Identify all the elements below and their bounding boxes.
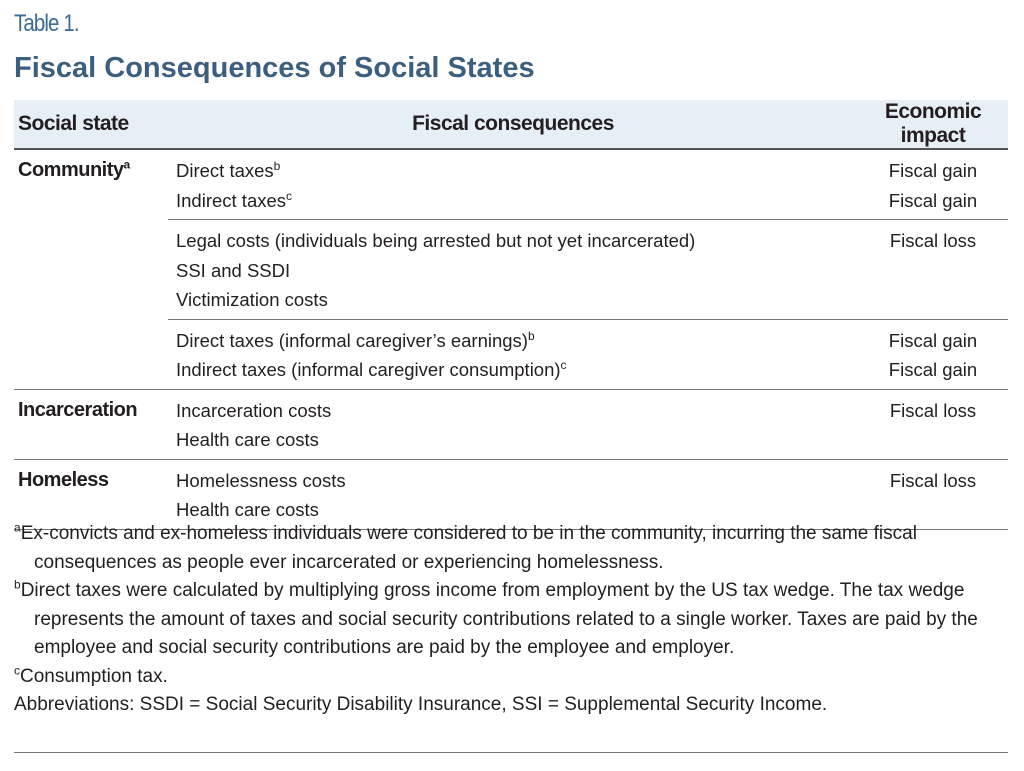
social-state-cell: Incarceration <box>14 388 168 459</box>
consequence-line: Incarceration costs <box>176 396 858 426</box>
table-row: Communitya Direct taxesb Indirect taxesc Fi… <box>14 149 1008 220</box>
impact-line: Fiscal gain <box>858 355 1008 385</box>
footnote-text: Direct taxes were calculated by multiply… <box>20 580 978 658</box>
impact: Fiscal gain <box>888 329 978 351</box>
impact-line: Fiscal loss <box>858 466 1008 496</box>
superscript: c <box>560 357 567 372</box>
table-title: Fiscal Consequences of Social States <box>14 52 535 84</box>
impact-line <box>858 285 1008 315</box>
social-state-cell: Communitya <box>14 149 168 389</box>
impact: Fiscal loss <box>889 469 977 491</box>
consequence-line: Direct taxesb <box>176 156 858 186</box>
social-state: Homeless <box>18 468 109 491</box>
table-row: Legal costs (individuals being arrested … <box>14 219 1008 319</box>
superscript: b <box>273 158 281 173</box>
consequence: Victimization costs <box>176 289 328 310</box>
table: Social state Fiscal consequences Economi… <box>14 100 1008 530</box>
footnote: bDirect taxes were calculated by multipl… <box>14 577 1008 663</box>
footnote: aEx-convicts and ex-homeless individuals… <box>14 520 1008 577</box>
impact-line: Fiscal gain <box>858 186 1008 216</box>
consequence: Homelessness costs <box>176 469 346 491</box>
consequence: Direct taxes (informal caregiver’s earni… <box>176 329 528 351</box>
impact: Fiscal loss <box>889 399 977 421</box>
superscript: a <box>123 157 131 172</box>
impact-cell: Fiscal loss <box>858 388 1008 459</box>
consequence: Health care costs <box>176 429 319 450</box>
consequence: Incarceration costs <box>176 399 332 421</box>
social-state: Incarceration <box>18 398 138 421</box>
superscript: c <box>286 188 293 203</box>
impact-line: Fiscal gain <box>858 326 1008 356</box>
bottom-rule <box>14 752 1008 753</box>
column-header: Social state <box>14 100 168 150</box>
social-state: Community <box>18 159 124 181</box>
consequence: Legal costs (individuals being arrested … <box>176 230 696 251</box>
consequences-cell: Direct taxes (informal caregiver’s earni… <box>168 318 858 389</box>
footnotes: aEx-convicts and ex-homeless individuals… <box>14 520 1008 720</box>
social-state-cell: Homeless <box>14 458 168 530</box>
footnote-mark: a <box>14 520 21 535</box>
consequence: Health care costs <box>176 499 319 520</box>
footnote-text: Consumption tax. <box>20 665 168 687</box>
abbreviations: Abbreviations: SSDI = Social Security Di… <box>14 694 828 715</box>
impact-line: Fiscal loss <box>858 226 1008 256</box>
consequence: SSI and SSDI <box>176 259 291 281</box>
consequences-cell: Homelessness costs Health care costs <box>168 458 858 530</box>
impact-cell: Fiscal gain Fiscal gain <box>858 318 1008 389</box>
impact: Fiscal loss <box>889 230 977 251</box>
impact-line: Fiscal gain <box>858 156 1008 186</box>
table-row: Homeless Homelessness costs Health care co… <box>14 458 1008 530</box>
table-label: Table 1. <box>14 10 80 37</box>
consequence: Direct taxes <box>176 160 274 181</box>
footnote-text: Ex-convicts and ex-homeless individuals … <box>20 523 917 573</box>
impact-line <box>858 256 1008 286</box>
superscript: b <box>527 328 535 343</box>
consequence: Indirect taxes <box>176 189 287 211</box>
consequence-line: SSI and SSDI <box>176 256 858 286</box>
consequence-line: Health care costs <box>176 425 858 455</box>
consequence-line: Indirect taxesc <box>176 186 858 216</box>
impact-line <box>858 425 1008 455</box>
consequence-line: Victimization costs <box>176 285 858 315</box>
impact: Fiscal gain <box>888 160 978 181</box>
consequence-line: Legal costs (individuals being arrested … <box>176 226 858 256</box>
table-row: Direct taxes (informal caregiver’s earni… <box>14 318 1008 389</box>
column-header: Economic impact <box>858 100 1008 150</box>
impact: Fiscal gain <box>888 189 978 211</box>
header-row: Social state Fiscal consequences Economi… <box>14 100 1008 150</box>
consequence-line: Direct taxes (informal caregiver’s earni… <box>176 326 858 356</box>
impact-cell: Fiscal loss <box>858 219 1008 319</box>
consequence-line: Indirect taxes (informal caregiver consu… <box>176 355 858 385</box>
impact-cell: Fiscal loss <box>858 458 1008 530</box>
impact: Fiscal gain <box>888 359 978 380</box>
consequences-cell: Legal costs (individuals being arrested … <box>168 219 858 319</box>
footnote-mark: c <box>14 663 20 678</box>
impact-line: Fiscal loss <box>858 396 1008 426</box>
table-row: Incarceration Incarceration costs Health c… <box>14 388 1008 459</box>
footnote-mark: b <box>14 577 21 592</box>
column-header: Fiscal consequences <box>168 100 858 150</box>
footnote: cConsumption tax. <box>14 663 1008 692</box>
impact-cell: Fiscal gain Fiscal gain <box>858 149 1008 220</box>
consequences-cell: Direct taxesb Indirect taxesc <box>168 149 858 220</box>
consequence-line: Homelessness costs <box>176 466 858 496</box>
consequence: Indirect taxes (informal caregiver consu… <box>176 359 561 380</box>
consequences-cell: Incarceration costs Health care costs <box>168 388 858 459</box>
consequence-line: Health care costs <box>176 495 858 525</box>
